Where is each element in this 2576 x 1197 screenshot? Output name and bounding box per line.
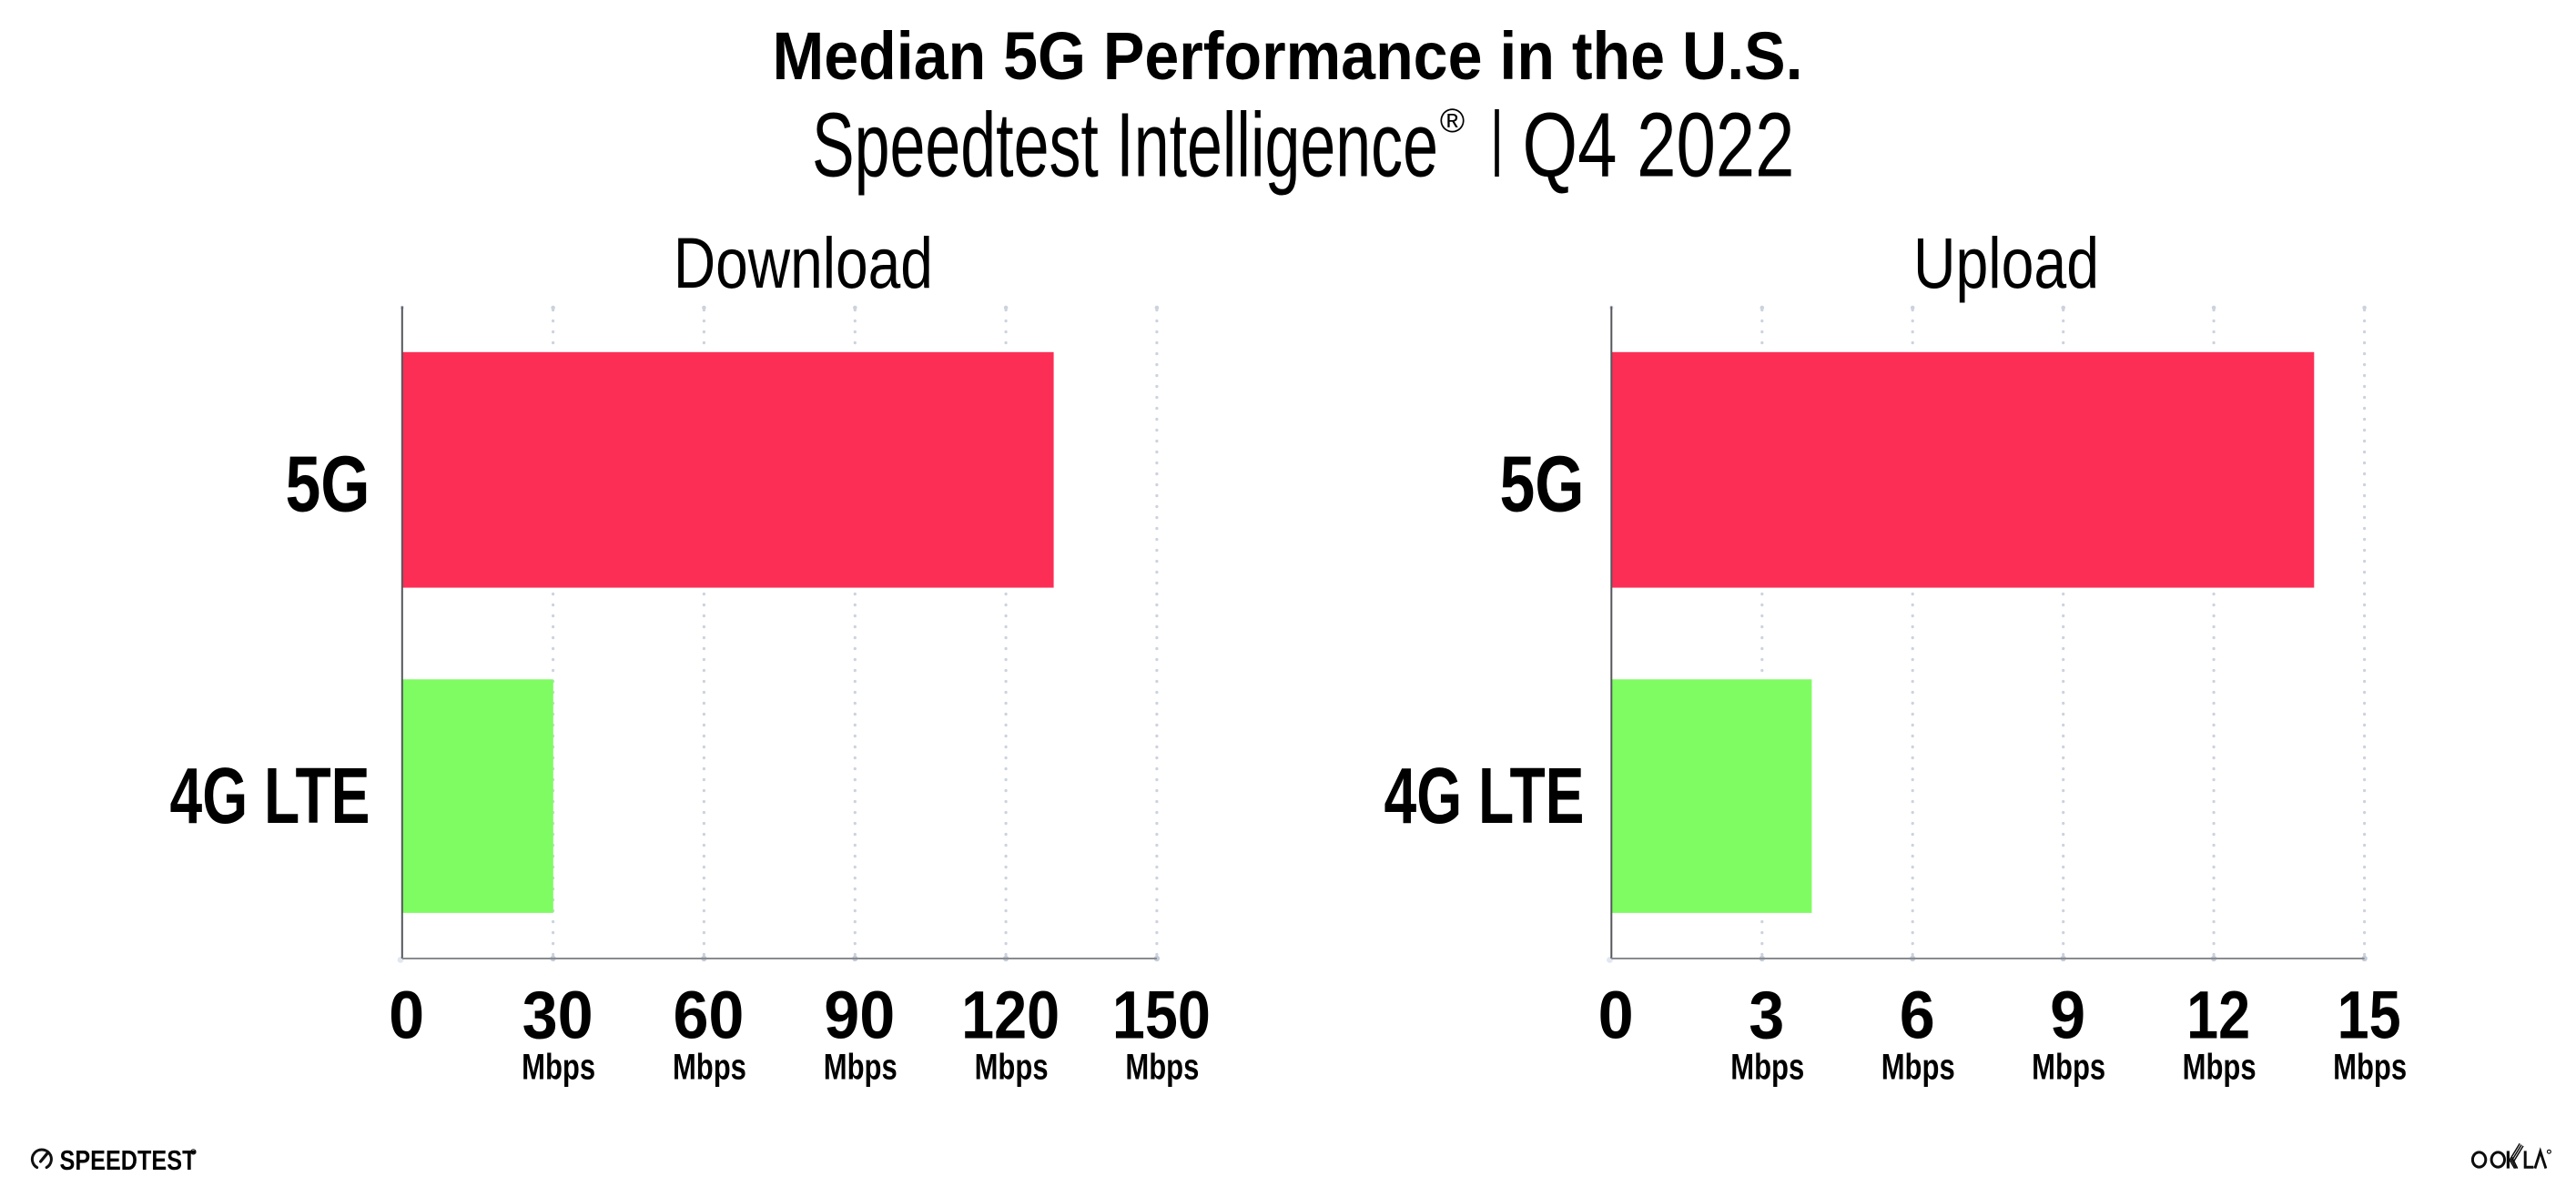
svg-text:Mbps: Mbps bbox=[2032, 1048, 2105, 1088]
svg-text:Mbps: Mbps bbox=[975, 1048, 1049, 1088]
svg-text:4G LTE: 4G LTE bbox=[1384, 751, 1585, 840]
svg-text:Mbps: Mbps bbox=[1730, 1048, 1804, 1088]
svg-text:Mbps: Mbps bbox=[673, 1048, 746, 1088]
svg-text:Mbps: Mbps bbox=[824, 1048, 898, 1088]
svg-text:®: ® bbox=[1440, 102, 1465, 139]
svg-text:Speedtest Intelligence: Speedtest Intelligence bbox=[812, 95, 1438, 197]
svg-text:Mbps: Mbps bbox=[522, 1048, 595, 1088]
svg-text:0: 0 bbox=[389, 978, 424, 1053]
svg-text:0: 0 bbox=[1598, 978, 1634, 1053]
svg-text:120: 120 bbox=[961, 978, 1060, 1053]
svg-text:Q4 2022: Q4 2022 bbox=[1523, 95, 1795, 197]
svg-text:3: 3 bbox=[1749, 978, 1784, 1053]
svg-text:Median 5G Performance in the U: Median 5G Performance in the U.S. bbox=[773, 18, 1803, 94]
svg-text:30: 30 bbox=[522, 978, 593, 1053]
svg-text:9: 9 bbox=[2050, 978, 2085, 1053]
svg-text:5G: 5G bbox=[286, 439, 370, 528]
svg-text:150: 150 bbox=[1112, 978, 1211, 1053]
svg-text:Download: Download bbox=[674, 222, 933, 303]
svg-text:5G: 5G bbox=[1500, 439, 1585, 528]
svg-text:Mbps: Mbps bbox=[2333, 1048, 2407, 1088]
svg-text:Mbps: Mbps bbox=[1881, 1048, 1955, 1088]
svg-text:SPEEDTEST: SPEEDTEST bbox=[60, 1144, 197, 1176]
svg-text:Mbps: Mbps bbox=[2183, 1048, 2257, 1088]
svg-text:6: 6 bbox=[1900, 978, 1935, 1053]
svg-text:90: 90 bbox=[824, 978, 895, 1053]
svg-text:15: 15 bbox=[2338, 978, 2401, 1053]
svg-text:4G LTE: 4G LTE bbox=[170, 751, 370, 840]
svg-text:60: 60 bbox=[673, 978, 744, 1053]
svg-text:Mbps: Mbps bbox=[1125, 1048, 1199, 1088]
svg-text:12: 12 bbox=[2186, 978, 2250, 1053]
svg-text:Upload: Upload bbox=[1913, 222, 2099, 303]
